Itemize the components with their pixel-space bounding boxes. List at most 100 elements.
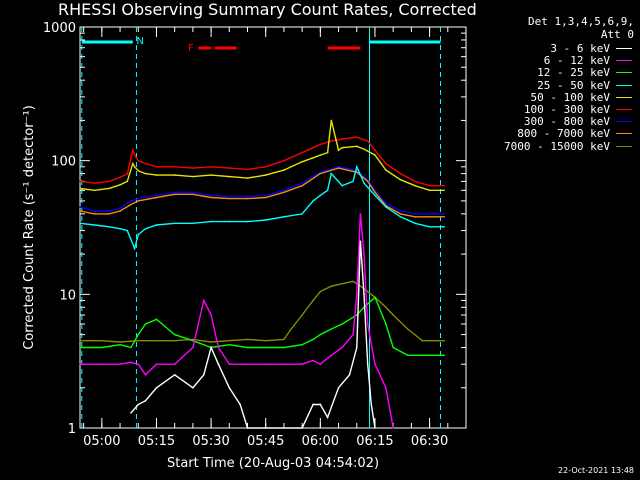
data-point <box>363 293 365 296</box>
data-point <box>133 247 136 250</box>
data-point <box>137 403 140 406</box>
data-point <box>79 363 81 366</box>
data-point <box>385 169 387 171</box>
data-point <box>301 161 303 163</box>
data-point <box>119 207 121 210</box>
data-point <box>79 339 81 342</box>
data-point <box>385 306 387 309</box>
series-line <box>80 280 445 343</box>
data-point <box>301 182 303 184</box>
data-point <box>119 183 121 186</box>
data-point <box>385 323 387 325</box>
data-point <box>301 343 303 346</box>
data-point <box>144 172 147 175</box>
x-tick-label: 06:00 <box>302 434 339 449</box>
data-point <box>312 359 314 362</box>
data-point <box>93 182 96 184</box>
data-point <box>392 346 394 349</box>
chart-title: RHESSI Observing Summary Count Rates, Co… <box>58 0 477 19</box>
data-point <box>108 187 110 190</box>
legend: 3 - 6 keV 6 - 12 keV 12 - 25 keV 25 - 50… <box>474 42 634 153</box>
legend-item: 7000 - 15000 keV <box>474 140 634 153</box>
y-tick-label: 1 <box>68 422 76 437</box>
data-point <box>319 154 322 156</box>
data-point <box>108 226 110 228</box>
data-point <box>144 374 147 376</box>
legend-item: 50 - 100 keV <box>474 91 634 104</box>
data-point <box>414 184 416 187</box>
data-point <box>119 176 121 179</box>
data-point <box>366 180 369 183</box>
data-point <box>192 338 194 341</box>
data-point <box>228 167 231 169</box>
data-point <box>119 343 121 346</box>
data-point <box>108 210 110 212</box>
data-point <box>319 143 322 146</box>
data-point <box>144 399 147 402</box>
data-point <box>355 145 358 148</box>
data-point <box>443 354 445 357</box>
data-point <box>312 338 314 341</box>
data-point <box>283 169 285 171</box>
data-point <box>414 216 416 218</box>
data-point <box>283 338 285 341</box>
data-point <box>283 159 285 162</box>
data-point <box>385 202 387 205</box>
data-point <box>246 338 249 341</box>
data-point <box>406 328 409 330</box>
data-point <box>192 339 194 342</box>
data-point <box>312 200 314 202</box>
data-point <box>210 174 212 176</box>
data-point <box>341 138 343 140</box>
data-point <box>355 293 358 296</box>
data-point <box>374 154 376 156</box>
data-point <box>173 191 176 194</box>
data-point <box>421 354 424 357</box>
data-point <box>155 165 158 168</box>
data-point <box>228 343 231 346</box>
data-point <box>228 220 231 223</box>
y-tick-label: 10 <box>59 288 76 303</box>
data-point <box>326 189 329 192</box>
data-point <box>264 339 267 342</box>
data-point <box>101 346 103 349</box>
data-point <box>359 213 362 215</box>
data-point <box>126 180 129 183</box>
data-point <box>341 146 343 149</box>
data-point <box>130 411 132 414</box>
data-point <box>312 403 314 406</box>
data-point <box>428 184 431 187</box>
data-point <box>283 191 285 194</box>
data-point <box>341 282 343 285</box>
data-point <box>228 195 231 198</box>
data-point <box>173 333 176 336</box>
data-point <box>155 194 158 197</box>
data-point <box>319 363 322 366</box>
data-point <box>363 182 365 184</box>
data-point <box>246 197 249 200</box>
legend-swatch <box>616 145 632 147</box>
data-point <box>443 216 445 218</box>
data-point <box>130 200 132 202</box>
data-point <box>173 363 176 366</box>
data-point <box>93 189 96 192</box>
data-point <box>264 427 267 429</box>
data-point <box>144 162 147 165</box>
data-point <box>173 339 176 342</box>
data-point <box>137 169 140 172</box>
data-point <box>443 189 445 192</box>
data-point <box>210 196 212 199</box>
data-point <box>133 165 136 168</box>
legend-swatch <box>616 108 632 110</box>
data-point <box>126 229 129 232</box>
data-point <box>210 220 212 223</box>
data-point <box>283 363 285 366</box>
data-point <box>421 339 424 342</box>
data-point <box>79 346 81 349</box>
data-point <box>301 314 303 316</box>
data-point <box>246 346 249 349</box>
data-point <box>392 427 394 429</box>
data-point <box>192 222 194 225</box>
data-point <box>428 189 431 192</box>
